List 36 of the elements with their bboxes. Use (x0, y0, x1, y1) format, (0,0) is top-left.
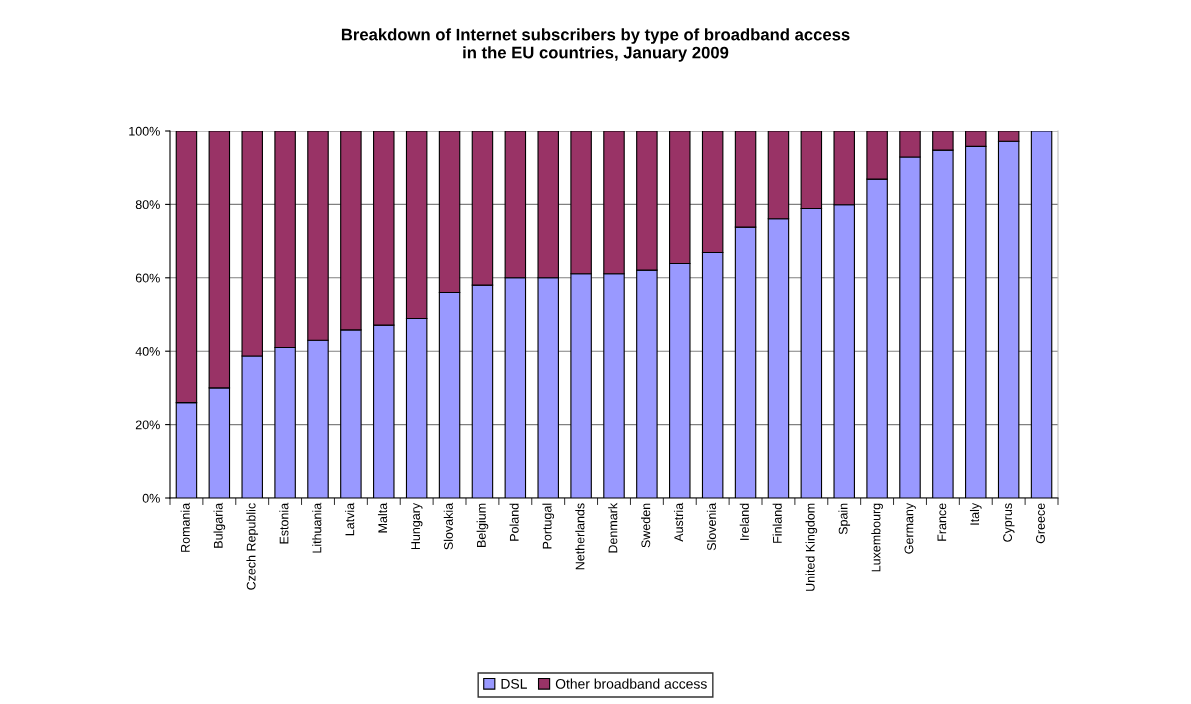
x-tick-label: France (937, 503, 947, 541)
x-tick-label: Netherlands (575, 503, 585, 570)
x-tick-label: Greece (1036, 503, 1045, 544)
x-tick-label: Denmark (608, 502, 618, 553)
x-tick-label: Spain (838, 503, 851, 535)
x-tick-label: Belgium (476, 503, 489, 547)
x-tick-label: Malta (377, 502, 388, 533)
x-tick-label: Estonia (279, 502, 289, 544)
x-tick-label: Ireland (739, 503, 749, 540)
x-tick-label: Portugal (542, 503, 555, 549)
x-tick-label: Slovenia (706, 502, 717, 551)
x-tick-label: Romania (180, 502, 190, 552)
x-tick-label: Cyprus (1003, 503, 1015, 542)
y-tick-label: 40% (135, 347, 160, 356)
x-tick-label: Sweden (641, 503, 651, 548)
x-tick-label: Italy (969, 502, 982, 525)
x-tick-label: Lithuania (312, 502, 322, 553)
y-tick-label: 20% (135, 420, 160, 430)
x-tick-label: United Kingdom (805, 503, 818, 591)
x-tick-label: Latvia (345, 502, 355, 536)
chart-title: Breakdown of Internet subscribers by type of broadband access in the EU countries, January 2009 (341, 28, 850, 62)
x-tick-label: Austria (673, 502, 684, 542)
x-tick-label: Germany (904, 502, 916, 554)
x-tick-label: Finland (772, 503, 782, 543)
y-tick-label: 60% (135, 273, 160, 283)
x-tick-label: Poland (509, 503, 519, 541)
y-tick-label: 100% (129, 126, 160, 136)
x-tick-label: Czech Republic (246, 503, 259, 590)
x-tick-label: Hungary (411, 502, 423, 550)
y-tick-label: 80% (135, 200, 160, 210)
y-tick-label: 0% (142, 493, 160, 503)
legend-label: DSL (501, 678, 527, 689)
x-tick-label: Luxembourg (871, 503, 883, 572)
legend-label: Other broadband access (555, 678, 707, 689)
x-tick-label: Slovakia (443, 502, 453, 550)
x-tick-label: Bulgaria (213, 502, 226, 548)
